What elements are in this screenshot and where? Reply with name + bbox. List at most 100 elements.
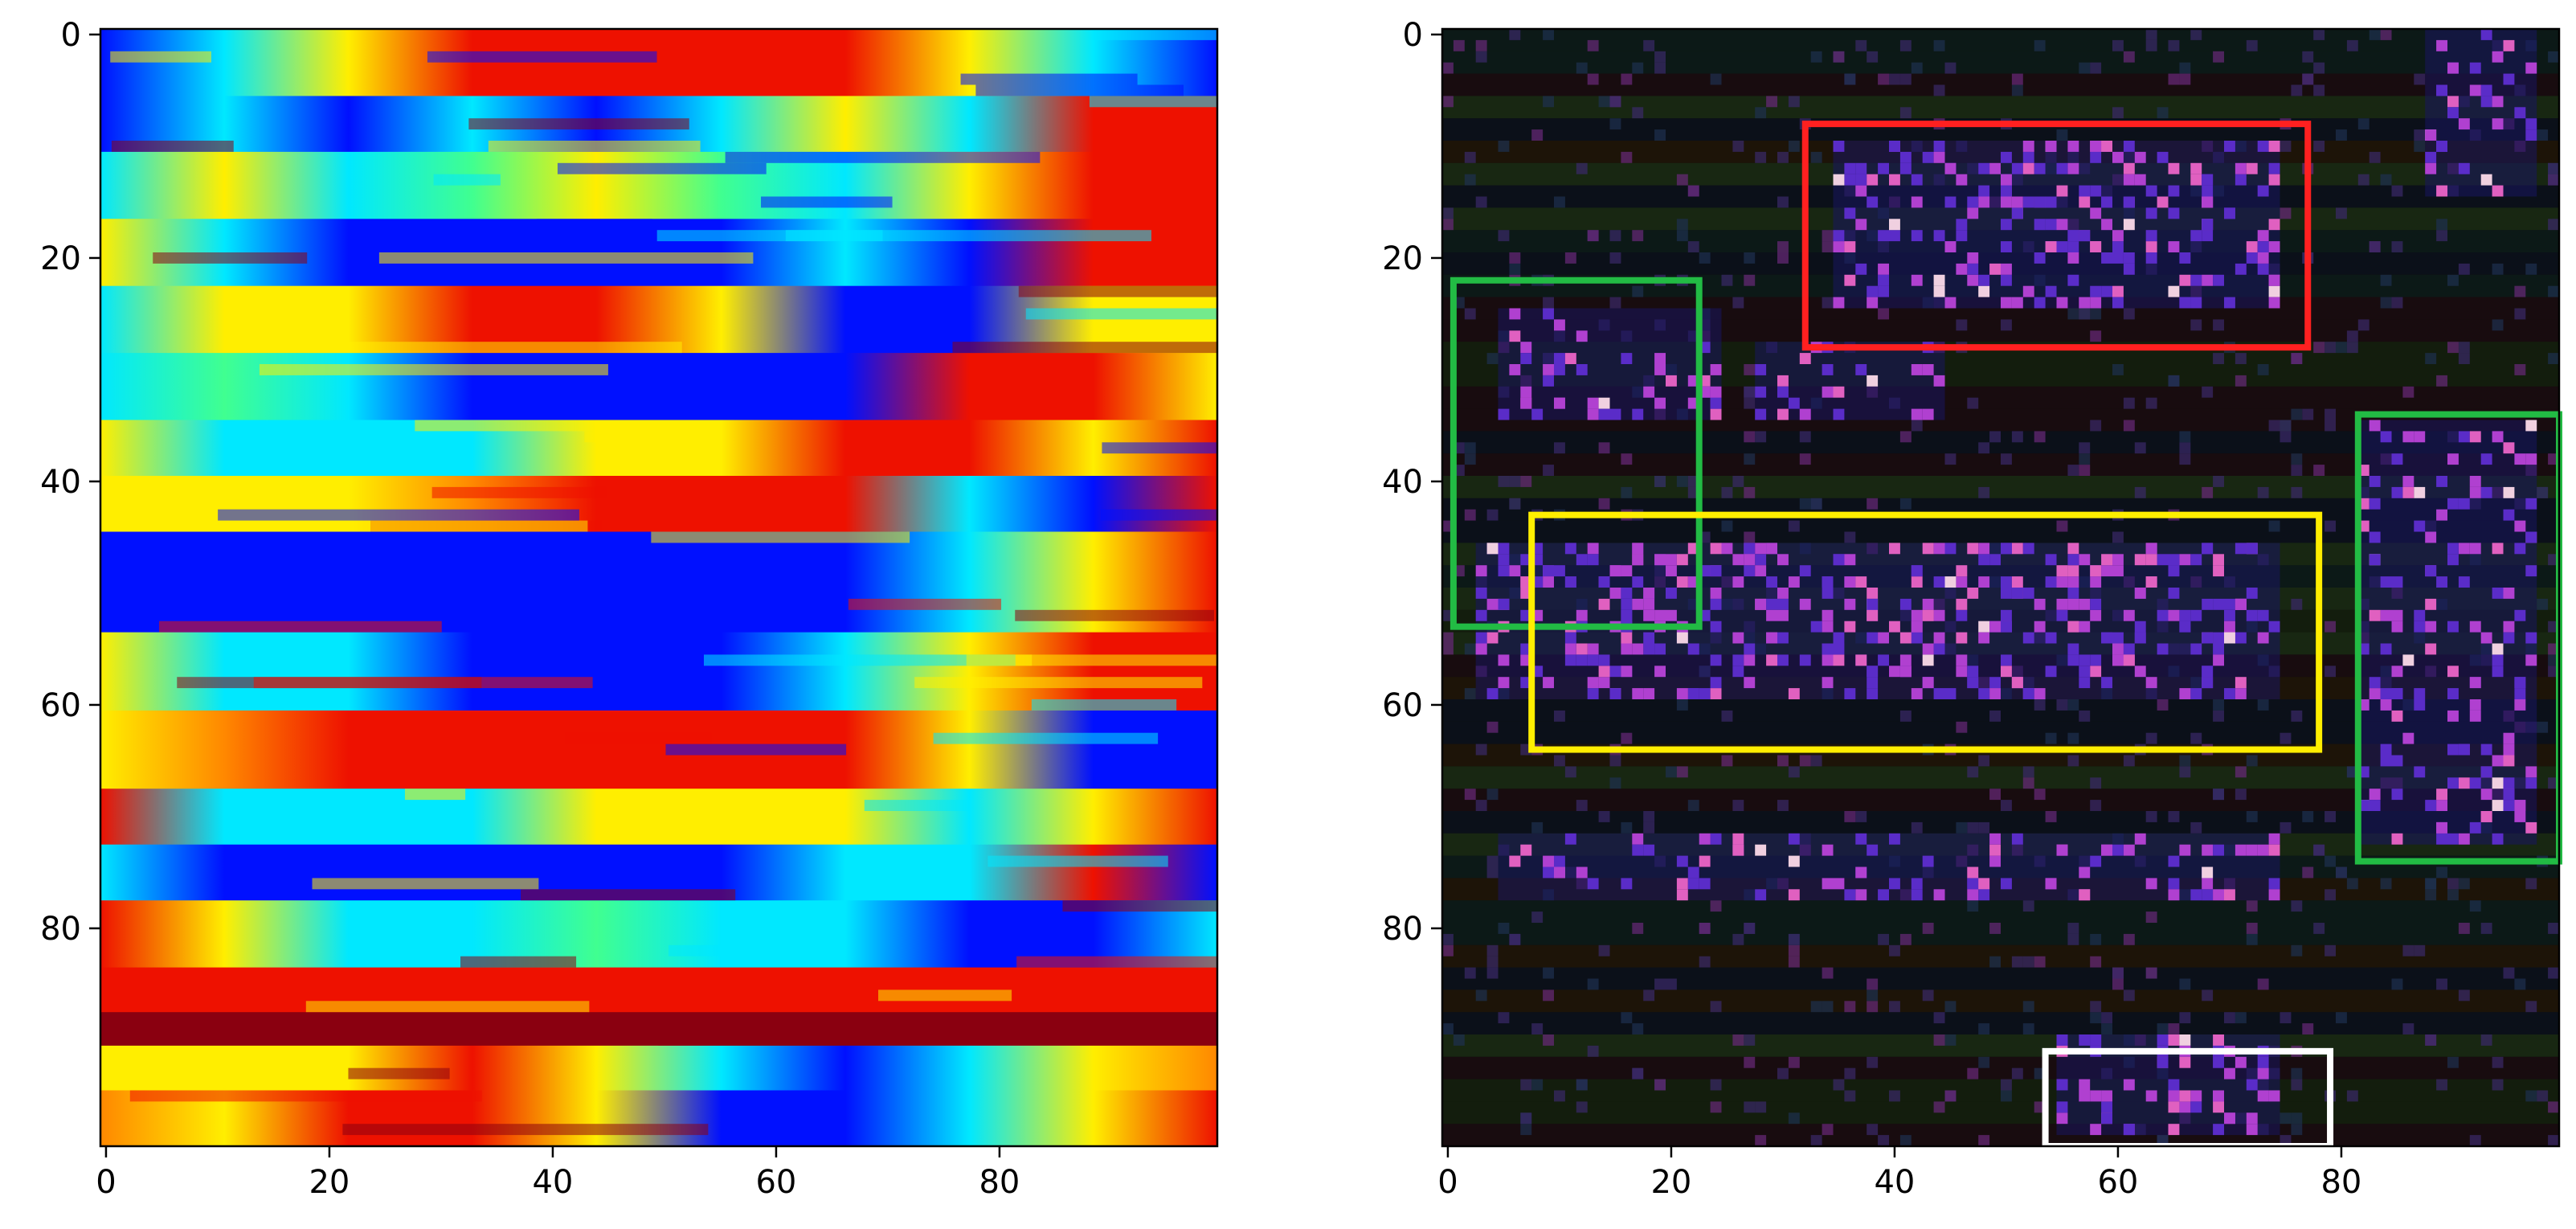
heatmap-pixel [2537,129,2549,141]
heatmap-pixel [2067,588,2079,599]
heatmap-pixel [1498,141,1510,152]
heatmap-pixel [2525,263,2537,275]
heatmap-pixel [1710,364,1722,375]
heatmap-pixel [2246,1112,2258,1125]
heatmap-pixel [1732,141,1744,152]
heatmap-streak [966,654,1217,666]
heatmap-pixel [2257,1056,2269,1068]
heatmap-pixel [1554,319,1565,331]
heatmap-pixel [2436,821,2447,834]
heatmap-pixel [1442,933,1454,945]
heatmap-pixel [2525,118,2537,130]
heatmap-pixel [1632,543,1644,555]
heatmap-pixel [1867,174,1879,186]
heatmap-pixel [2447,833,2459,845]
heatmap-pixel [1687,643,1699,655]
heatmap-pixel [2034,956,2046,968]
heatmap-pixel [1855,263,1867,275]
heatmap-pixel [2190,1101,2202,1113]
heatmap-pixel [2056,609,2068,621]
heatmap-pixel [2045,878,2057,890]
heatmap-pixel [1676,699,1688,711]
heatmap-pixel [1643,588,1655,599]
heatmap-pixel [1576,1101,1588,1113]
heatmap-pixel [1889,944,1900,957]
heatmap-pixel [2056,520,2068,532]
heatmap-pixel [1933,274,1945,286]
heatmap-pixel [1498,565,1510,577]
heatmap-pixel [2391,688,2403,699]
heatmap-pixel [2123,196,2135,208]
heatmap-pixel [1867,844,1879,856]
heatmap-pixel [2079,621,2091,633]
heatmap-pixel [2436,39,2447,51]
heatmap-pixel [1464,442,1476,454]
heatmap-pixel [1732,297,1744,309]
heatmap-pixel [1878,263,1889,275]
heatmap-pixel [1777,386,1789,398]
heatmap-pixel [2492,1079,2504,1091]
heatmap-pixel [1632,688,1644,699]
heatmap-streak [952,342,1217,354]
heatmap-pixel [2045,196,2057,208]
heatmap-pixel [2067,699,2079,711]
heatmap-pixel [1867,297,1879,309]
heatmap-pixel [2246,162,2258,174]
heatmap-pixel [2458,342,2470,354]
heatmap-pixel [1475,196,1487,208]
heatmap-pixel [1576,643,1588,655]
heatmap-pixel [2480,744,2492,756]
heatmap-pixel [1654,364,1666,375]
heatmap-pixel [1867,1056,1879,1068]
heatmap-pixel [2056,844,2068,856]
heatmap-pixel [1464,789,1476,801]
heatmap-pixel [1889,1090,1900,1102]
heatmap-pixel [2090,609,2102,621]
heatmap-pixel [2447,889,2459,901]
heatmap-pixel [2514,609,2526,621]
heatmap-pixel [2179,688,2191,699]
heatmap-pixel [1844,621,1856,633]
heatmap-pixel [1564,252,1576,264]
heatmap-pixel [1509,263,1521,275]
heatmap-pixel [1721,543,1733,555]
heatmap-pixel [1643,821,1655,834]
heatmap-streak [1016,956,1217,968]
heatmap-pixel [2469,543,2481,555]
heatmap-pixel [2514,800,2526,811]
heatmap-pixel [2469,677,2481,689]
heatmap-pixel [2079,308,2091,320]
heatmap-pixel [1933,576,1945,588]
heatmap-pixel [1721,710,1733,722]
heatmap-pixel [2525,1001,2537,1013]
heatmap-pixel [1933,285,1945,297]
heatmap-pixel [2224,1067,2235,1079]
heatmap-pixel [2425,151,2437,163]
heatmap-pixel [1978,274,1990,286]
x-tick-label: 40 [1874,1164,1915,1201]
heatmap-pixel [2112,554,2124,566]
heatmap-pixel [2067,923,2079,934]
heatmap-pixel [2056,1112,2068,1125]
heatmap-pixel [2380,744,2392,756]
heatmap-pixel [1475,51,1487,63]
heatmap-pixel [1587,543,1599,555]
heatmap-pixel [2056,1101,2068,1113]
heatmap-pixel [1710,900,1722,912]
heatmap-pixel [2235,263,2247,275]
heatmap-pixel [2503,442,2515,454]
heatmap-pixel [2123,989,2135,1002]
heatmap-pixel [2458,162,2470,174]
heatmap-pixel [1822,967,1834,979]
heatmap-pixel [1632,107,1644,119]
heatmap-pixel [1475,643,1487,655]
heatmap-pixel [2090,1034,2102,1046]
heatmap-pixel [1911,364,1923,375]
heatmap-pixel [1889,543,1900,555]
heatmap-pixel [2291,944,2303,957]
heatmap-pixel [1788,766,1800,778]
heatmap-pixel [1889,621,1900,633]
heatmap-pixel [2045,666,2057,678]
heatmap-pixel [2425,598,2437,610]
heatmap-pixel [2447,621,2459,633]
